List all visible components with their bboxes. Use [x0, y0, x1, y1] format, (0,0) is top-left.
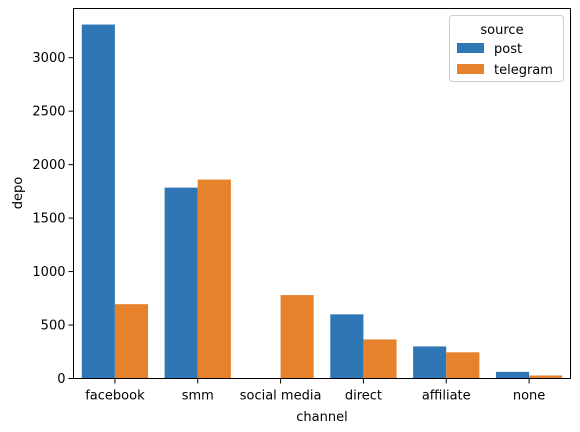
x-tick-label: none [513, 389, 545, 404]
y-tick-label: 1500 [32, 212, 65, 227]
bar-telegram-direct [363, 339, 397, 379]
x-tick-label: affiliate [422, 389, 471, 404]
x-tick-label: facebook [85, 389, 145, 404]
legend-swatch-telegram [457, 64, 484, 74]
y-axis-label: depo [11, 177, 26, 210]
bar-telegram-affiliate [446, 352, 480, 379]
bar-post-affiliate [413, 346, 447, 379]
bar-telegram-none [529, 375, 563, 379]
y-axis-ticks: 0 500 1000 1500 2000 2500 3000 [32, 51, 74, 387]
y-tick-label: 3000 [32, 51, 65, 66]
legend-label-post: post [494, 42, 522, 57]
y-tick-label: 500 [41, 319, 66, 334]
x-axis-ticks: facebook smm social media direct affiliate no… [85, 378, 545, 404]
bar-post-none [495, 371, 530, 379]
y-tick-label: 0 [57, 372, 65, 387]
bar-telegram-social-media [280, 295, 314, 379]
legend-label-telegram: telegram [494, 63, 553, 78]
x-tick-label: social media [240, 389, 322, 404]
y-tick-label: 1000 [32, 265, 65, 280]
bar-post-facebook [81, 24, 115, 379]
bars-group [81, 24, 563, 379]
x-tick-label: direct [345, 389, 382, 404]
x-axis-label: channel [296, 410, 347, 425]
bar-telegram-smm [197, 179, 231, 379]
bar-post-direct [330, 314, 364, 379]
x-tick-label: smm [182, 389, 214, 404]
axes-frame [73, 8, 571, 379]
legend-swatch-post [457, 43, 484, 53]
y-tick-label: 2500 [32, 105, 65, 120]
legend-title: source [480, 23, 523, 38]
bar-post-smm [164, 187, 198, 379]
y-tick-label: 2000 [32, 158, 65, 173]
bar-telegram-facebook [114, 304, 149, 379]
legend: source post telegram [449, 15, 564, 82]
